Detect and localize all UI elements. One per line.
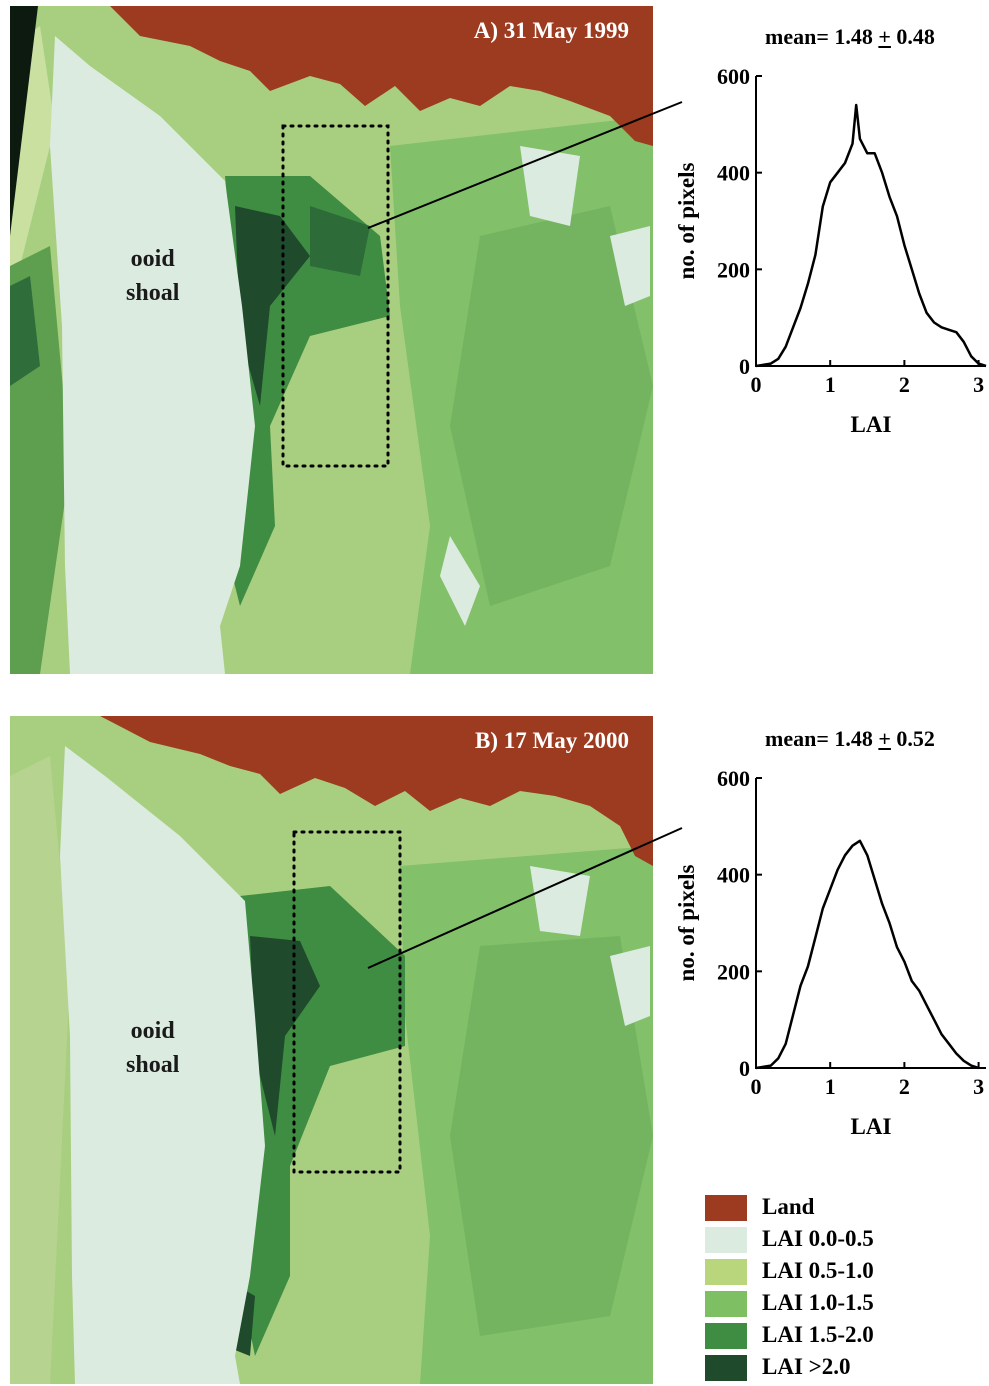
plus-minus-sign: + — [878, 726, 891, 751]
y-tick-label: 0 — [739, 354, 750, 379]
map-panel-a: A) 31 May 1999 ooid shoal — [10, 6, 653, 674]
x-tick-label: 1 — [825, 1074, 836, 1099]
legend-label: LAI 1.0-1.5 — [762, 1290, 874, 1315]
histogram-axes — [755, 76, 986, 367]
legend: Land LAI 0.0-0.5 LAI 0.5-1.0 LAI 1.0-1.5… — [705, 1192, 975, 1384]
histogram-b-mean: mean= 1.48 + 0.52 — [765, 726, 935, 752]
x-tick-label: 3 — [973, 372, 984, 397]
y-tick-label: 0 — [739, 1056, 750, 1081]
legend-label: LAI >2.0 — [762, 1354, 851, 1379]
map-a-image — [10, 6, 653, 674]
histogram-a-ylabel: no. of pixels — [674, 162, 699, 279]
histogram-b: mean= 1.48 + 0.52 no. of pixels LAI 0 200… — [660, 722, 989, 1162]
histogram-b-xlabel: LAI — [851, 1114, 892, 1139]
legend-label: LAI 1.5-2.0 — [762, 1322, 874, 1347]
legend-item-lai-05-10: LAI 0.5-1.0 — [705, 1256, 975, 1288]
y-tick-label: 200 — [717, 257, 750, 282]
legend-label: LAI 0.0-0.5 — [762, 1226, 874, 1251]
y-tick-label: 600 — [717, 64, 750, 89]
legend-label: Land — [762, 1194, 815, 1219]
x-tick-label: 1 — [825, 372, 836, 397]
mean-suffix: 0.52 — [890, 726, 935, 751]
map-b-image — [10, 716, 653, 1384]
mean-prefix: mean= 1.48 — [765, 726, 879, 751]
shoal-label-line2: shoal — [126, 1052, 180, 1078]
legend-swatch — [705, 1227, 747, 1253]
x-tick-label: 2 — [899, 1074, 910, 1099]
legend-swatch — [705, 1291, 747, 1317]
histogram-a-xlabel: LAI — [851, 412, 892, 437]
x-tick-label: 0 — [751, 1074, 762, 1099]
histogram-series-line — [755, 103, 987, 368]
shoal-label-line2: shoal — [126, 280, 180, 306]
connector-line-a — [367, 101, 683, 229]
legend-swatch — [705, 1355, 747, 1381]
legend-swatch — [705, 1195, 747, 1221]
y-tick-label: 200 — [717, 959, 750, 984]
y-tick-label: 400 — [717, 161, 750, 186]
ooid-shoal-label-b: ooid shoal — [126, 1014, 179, 1082]
histogram-b-ylabel: no. of pixels — [674, 864, 699, 981]
shoal-label-line1: ooid — [130, 1018, 175, 1044]
histogram-b-plot: no. of pixels LAI 0 200 400 600 0 1 2 3 — [674, 766, 986, 1139]
histogram-a-plot: no. of pixels LAI 0 200 400 600 0 1 2 3 — [674, 64, 987, 437]
x-tick-label: 3 — [973, 1074, 984, 1099]
legend-item-lai-15-20: LAI 1.5-2.0 — [705, 1320, 975, 1352]
legend-swatch — [705, 1323, 747, 1349]
connector-line-b — [367, 827, 683, 969]
map-panel-b: B) 17 May 2000 ooid shoal — [10, 716, 653, 1384]
histogram-a-mean: mean= 1.48 + 0.48 — [765, 24, 935, 50]
mean-suffix: 0.48 — [890, 24, 935, 49]
legend-item-land: Land — [705, 1192, 975, 1224]
legend-swatch — [705, 1259, 747, 1285]
legend-item-lai-10-15: LAI 1.0-1.5 — [705, 1288, 975, 1320]
ooid-shoal-label-a: ooid shoal — [126, 242, 179, 310]
plus-minus-sign: + — [878, 24, 891, 49]
histogram-a: mean= 1.48 + 0.48 no. of pixels LAI 0 200… — [660, 20, 989, 460]
mean-prefix: mean= 1.48 — [765, 24, 879, 49]
legend-item-lai-0-05: LAI 0.0-0.5 — [705, 1224, 975, 1256]
shoal-label-line1: ooid — [130, 246, 175, 272]
x-tick-label: 2 — [899, 372, 910, 397]
x-tick-label: 0 — [751, 372, 762, 397]
legend-item-lai-gt-20: LAI >2.0 — [705, 1352, 975, 1384]
panel-b-title: B) 17 May 2000 — [475, 728, 629, 753]
y-tick-label: 400 — [717, 863, 750, 888]
histogram-series-line — [755, 839, 979, 1070]
y-tick-label: 600 — [717, 766, 750, 791]
panel-a-title: A) 31 May 1999 — [473, 18, 629, 43]
legend-label: LAI 0.5-1.0 — [762, 1258, 874, 1283]
